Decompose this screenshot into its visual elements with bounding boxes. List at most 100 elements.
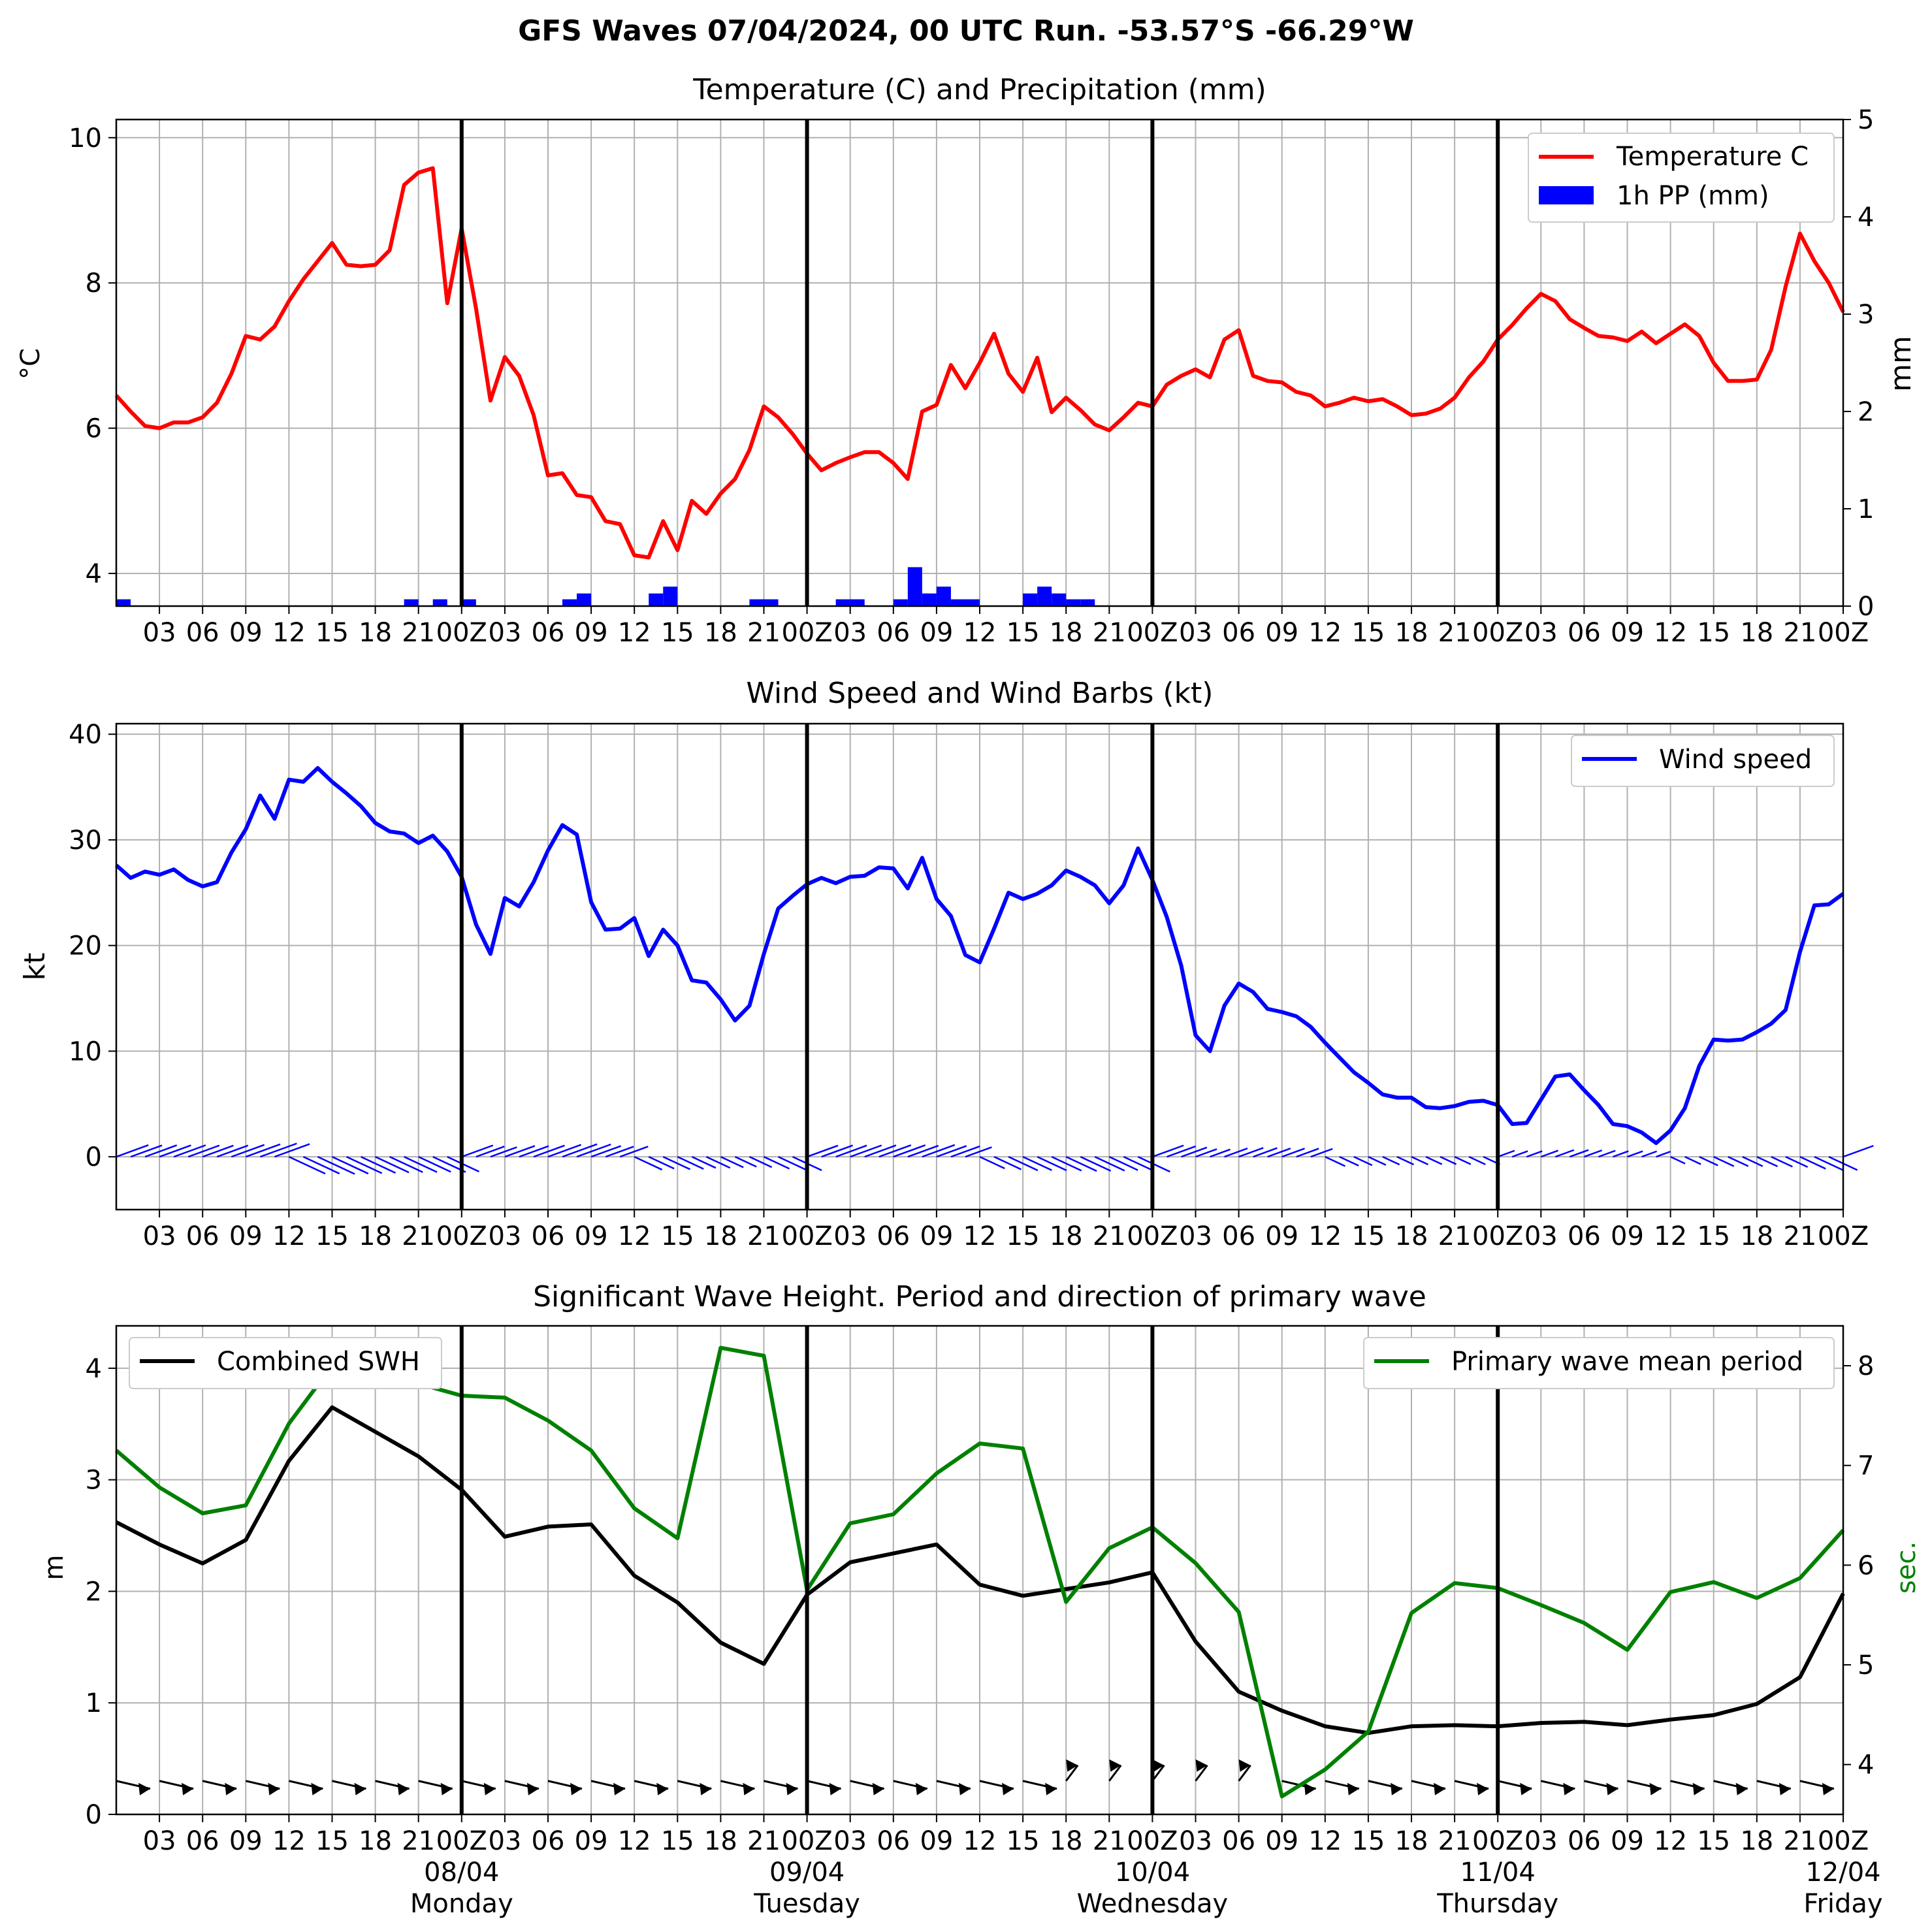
x-tick-label: 15 — [1351, 1221, 1385, 1251]
wind-barb — [302, 1155, 340, 1175]
wind-barb — [1151, 1144, 1184, 1158]
wave-direction-arrow — [1108, 1764, 1122, 1782]
date-label: 08/04 — [424, 1858, 499, 1888]
wave-arrow-head — [268, 1782, 280, 1795]
y-tick-label: 8 — [86, 268, 102, 298]
precip-bars — [116, 567, 1095, 606]
wind-barb — [590, 1145, 622, 1158]
y-tick-label: 6 — [86, 414, 102, 444]
wave-arrow-head — [225, 1782, 237, 1795]
wave-arrow-head — [1477, 1782, 1489, 1795]
temperature-legend: Temperature C 1h PP (mm) — [1528, 133, 1835, 223]
wind-barb — [1281, 1148, 1305, 1158]
x-tick-label: 21 — [1783, 1826, 1816, 1856]
wave-arrow-head — [1195, 1759, 1208, 1772]
x-tick-label: 06 — [1222, 1221, 1255, 1251]
x-tick-label: 09 — [920, 618, 953, 648]
wave-arrow-head — [1152, 1759, 1165, 1772]
date-label: 12/04 — [1805, 1858, 1880, 1888]
wind-barb — [950, 1145, 980, 1158]
y-tick-label: 10 — [69, 1037, 102, 1067]
precip-bar — [893, 599, 908, 606]
wave-arrow-head — [138, 1782, 150, 1795]
wind-barb — [461, 1144, 494, 1158]
x-tick-label: 00Z — [781, 1221, 832, 1251]
period-y-axis-label: sec. — [1892, 1541, 1922, 1594]
wave-arrow-head — [1347, 1782, 1359, 1795]
x-tick-label: 03 — [488, 1221, 521, 1251]
x-tick-label: 00Z — [1127, 1221, 1178, 1251]
x-tick-label: 03 — [1179, 618, 1212, 648]
precip-bar — [850, 599, 865, 606]
wind-barb — [778, 1155, 807, 1171]
wind-barb — [173, 1144, 206, 1158]
wave-arrow-head — [1520, 1782, 1532, 1795]
y2-tick-label: 3 — [1858, 300, 1874, 330]
x-tick-label: 09 — [1265, 618, 1298, 648]
temperature-lines — [114, 166, 1845, 560]
x-tick-label: 18 — [1740, 618, 1773, 648]
wind-barb — [979, 1155, 1005, 1170]
x-tick-label: 18 — [1740, 1221, 1773, 1251]
y2-tick-label: 6 — [1858, 1551, 1874, 1581]
y-tick-label: 0 — [86, 1800, 102, 1830]
period-legend-label: Primary wave mean period — [1451, 1347, 1803, 1377]
wind-barb — [562, 1143, 598, 1158]
wind-legend: Wind speed — [1571, 735, 1835, 787]
x-tick-label: 00Z — [1818, 1221, 1869, 1251]
x-tick-label: 21 — [1093, 1826, 1126, 1856]
wind-barb — [231, 1144, 265, 1158]
temperature-panel: Temperature (C) and Precipitation (mm) 4… — [16, 73, 1918, 648]
wind-barb — [619, 1146, 649, 1158]
y2-tick-label: 7 — [1858, 1451, 1874, 1481]
precip-bar — [577, 593, 592, 606]
wind-barb — [1310, 1148, 1333, 1158]
wind-barb — [1641, 1150, 1658, 1158]
wind-barb — [1699, 1155, 1718, 1166]
wind-barb — [1511, 1150, 1528, 1158]
x-tick-label: 03 — [1179, 1221, 1212, 1251]
x-tick-label: 00Z — [436, 1826, 487, 1856]
wind-barb — [1022, 1155, 1052, 1171]
wind-barb — [1540, 1150, 1558, 1158]
x-tick-label: 09 — [1265, 1221, 1298, 1251]
wind-barb — [475, 1146, 505, 1158]
wind-barb — [864, 1144, 897, 1158]
x-tick-label: 06 — [186, 618, 219, 648]
precip-bar — [116, 599, 131, 606]
wind-barb — [1440, 1155, 1457, 1165]
wind-barb — [144, 1144, 178, 1158]
x-tick-label: 00Z — [436, 618, 487, 648]
y2-tick-label: 0 — [1858, 592, 1874, 622]
wind-barb — [1037, 1155, 1067, 1172]
wind-barb — [605, 1146, 634, 1158]
precip-bar — [1066, 599, 1081, 606]
wave-arrow-head — [872, 1782, 884, 1795]
x-tick-label: 03 — [143, 618, 176, 648]
wave-arrow-head — [700, 1782, 712, 1795]
wave-arrow-head — [1563, 1782, 1575, 1795]
wind-barb — [1065, 1155, 1097, 1172]
x-tick-label: 03 — [833, 1826, 867, 1856]
x-tick-label: 09 — [229, 1221, 263, 1251]
wind-barb — [547, 1144, 582, 1158]
x-tick-label: 18 — [1740, 1826, 1773, 1856]
x-tick-label: 09 — [575, 1826, 608, 1856]
wind-barb — [662, 1155, 691, 1170]
wave-arrow-head — [786, 1782, 798, 1795]
x-tick-label: 09 — [1265, 1826, 1298, 1856]
wind-barb — [1613, 1150, 1629, 1158]
x-tick-label: 15 — [315, 1826, 349, 1856]
x-tick-label: 18 — [704, 1826, 737, 1856]
wave-arrow-head — [1606, 1782, 1618, 1795]
wave-arrow-head — [570, 1782, 582, 1795]
x-tick-label: 06 — [1568, 1826, 1601, 1856]
precip-bar — [950, 599, 965, 606]
y2-tick-label: 2 — [1858, 397, 1874, 427]
y-tick-label: 1 — [86, 1688, 102, 1718]
wind-barb — [1080, 1155, 1112, 1172]
x-tick-label: 03 — [1524, 618, 1558, 648]
wind-barb — [648, 1155, 675, 1170]
